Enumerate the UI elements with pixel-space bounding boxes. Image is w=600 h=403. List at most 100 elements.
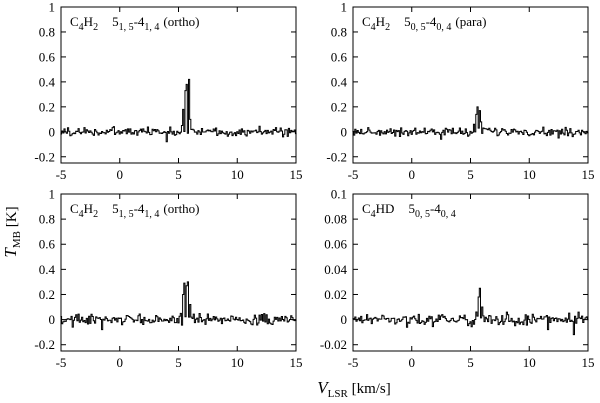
- x-tick-label: 5: [467, 167, 474, 182]
- panel-label-part: 0, 5: [415, 209, 430, 220]
- panel-label-part: (ortho): [163, 201, 199, 216]
- y-axis-title-unit: [K]: [4, 206, 20, 231]
- panel-label-part: 0, 5: [411, 22, 426, 33]
- y-tick-label: 0.2: [39, 287, 55, 302]
- y-tick-label: 0.2: [39, 99, 55, 114]
- x-tick-label: 5: [175, 167, 182, 182]
- x-axis-title: VLSR [km/s]: [317, 378, 391, 400]
- x-axis-title-sub: LSR: [328, 388, 349, 400]
- y-tick-label: 0.6: [39, 237, 56, 252]
- x-tick-label: 0: [117, 167, 124, 182]
- x-tick-label: 5: [175, 355, 182, 370]
- panel-label-part: 0, 4: [436, 22, 451, 33]
- y-tick-label: 0.06: [324, 237, 347, 252]
- x-tick-label: -5: [56, 355, 67, 370]
- y-tick-label: 0.6: [39, 49, 56, 64]
- panel-label-part: 0, 4: [441, 209, 456, 220]
- panel-label-part: 4: [371, 209, 376, 220]
- spectrum-line: [352, 106, 589, 140]
- x-tick-label: 10: [523, 355, 536, 370]
- panel-label-part: -4: [426, 14, 437, 29]
- spectrum-line: [60, 281, 297, 331]
- panel-label-part: 1, 4: [144, 209, 159, 220]
- y-tick-label: 0.04: [324, 262, 347, 277]
- x-tick-label: 0: [409, 167, 416, 182]
- x-tick-label: -5: [56, 167, 67, 182]
- panel-label-part: 5: [112, 201, 119, 216]
- x-axis-title-main: V: [317, 378, 330, 397]
- y-tick-label: 0.8: [39, 212, 55, 227]
- x-tick-label: 10: [231, 167, 244, 182]
- x-tick-label: 10: [523, 167, 536, 182]
- panel-label-part: 5: [404, 14, 411, 29]
- y-tick-label: 0.4: [331, 74, 348, 89]
- x-tick-label: 15: [582, 355, 595, 370]
- panel-label: C4H2 51, 5-41, 4 (ortho): [70, 14, 200, 33]
- panel-label-part: 4: [79, 22, 84, 33]
- y-tick-label: 0.1: [331, 187, 347, 202]
- axis-ticks: -5 0 5 10 15 -0.2 0 0.2 0.4 0.6 0.8 1: [326, 0, 594, 182]
- y-tick-label: 0: [49, 312, 56, 327]
- y-tick-label: 0.6: [331, 49, 348, 64]
- x-tick-label: 15: [582, 167, 595, 182]
- y-tick-label: 0.2: [331, 99, 347, 114]
- y-tick-label: 0.8: [39, 24, 55, 39]
- panel-label-part: -4: [134, 14, 145, 29]
- x-tick-label: 10: [231, 355, 244, 370]
- x-tick-label: 15: [290, 355, 303, 370]
- y-tick-label: 1: [49, 0, 56, 15]
- y-axis-title: TMB [K]: [1, 206, 23, 257]
- panel-label: C4H2 51, 5-41, 4 (ortho): [70, 201, 200, 220]
- panel-label-part: H: [84, 14, 93, 29]
- y-tick-label: 0.02: [324, 287, 347, 302]
- panel-label-part: C: [70, 201, 79, 216]
- panel-label-part: (para): [455, 14, 486, 29]
- y-tick-label: -0.2: [326, 149, 347, 164]
- y-tick-label: 0: [341, 312, 348, 327]
- panel-label: C4HD 50, 5-40, 4: [362, 201, 456, 220]
- y-tick-label: 0.4: [39, 74, 56, 89]
- y-tick-label: 1: [49, 187, 56, 202]
- x-axis-title-unit: [km/s]: [348, 381, 391, 397]
- plot-frame: [352, 193, 589, 352]
- axis-ticks: -5 0 5 10 15 -0.2 0 0.2 0.4 0.6 0.8 1: [34, 187, 302, 371]
- panel-label-part: C: [70, 14, 79, 29]
- panel-label-part: 5: [112, 14, 119, 29]
- y-axis-title-sub: MB: [11, 231, 23, 248]
- y-tick-label: -0.2: [34, 337, 55, 352]
- panel-label-part: 1, 5: [119, 209, 134, 220]
- y-tick-label: -0.02: [320, 337, 347, 352]
- y-tick-label: 0: [341, 124, 348, 139]
- x-tick-label: 5: [467, 355, 474, 370]
- y-tick-label: 0: [49, 124, 56, 139]
- x-tick-label: 0: [409, 355, 416, 370]
- panel-label-part: C: [362, 14, 371, 29]
- y-tick-label: -0.2: [34, 149, 55, 164]
- y-tick-label: 0.4: [39, 262, 56, 277]
- panel-label-part: 4: [79, 209, 84, 220]
- x-tick-label: -5: [348, 167, 359, 182]
- x-tick-label: 0: [117, 355, 124, 370]
- panel-label-part: 4: [371, 22, 376, 33]
- panel-label-part: 1, 5: [119, 22, 134, 33]
- x-tick-label: -5: [348, 355, 359, 370]
- panel-label-part: C: [362, 201, 371, 216]
- spectrum-line: [352, 287, 589, 336]
- spectrum-line: [60, 78, 297, 143]
- panel-label-part: -4: [430, 201, 441, 216]
- panel-label-part: (ortho): [163, 14, 199, 29]
- y-tick-label: 1: [341, 0, 348, 15]
- panel-label: C4H2 50, 5-40, 4 (para): [362, 14, 486, 33]
- panel-label-part: 2: [93, 22, 98, 33]
- panel-label-part: HD: [376, 201, 395, 216]
- x-tick-label: 15: [290, 167, 303, 182]
- panel-label-part: H: [376, 14, 385, 29]
- panel-label-part: 1, 4: [144, 22, 159, 33]
- y-axis-title-main: T: [1, 247, 20, 258]
- y-tick-label: 0.8: [331, 24, 347, 39]
